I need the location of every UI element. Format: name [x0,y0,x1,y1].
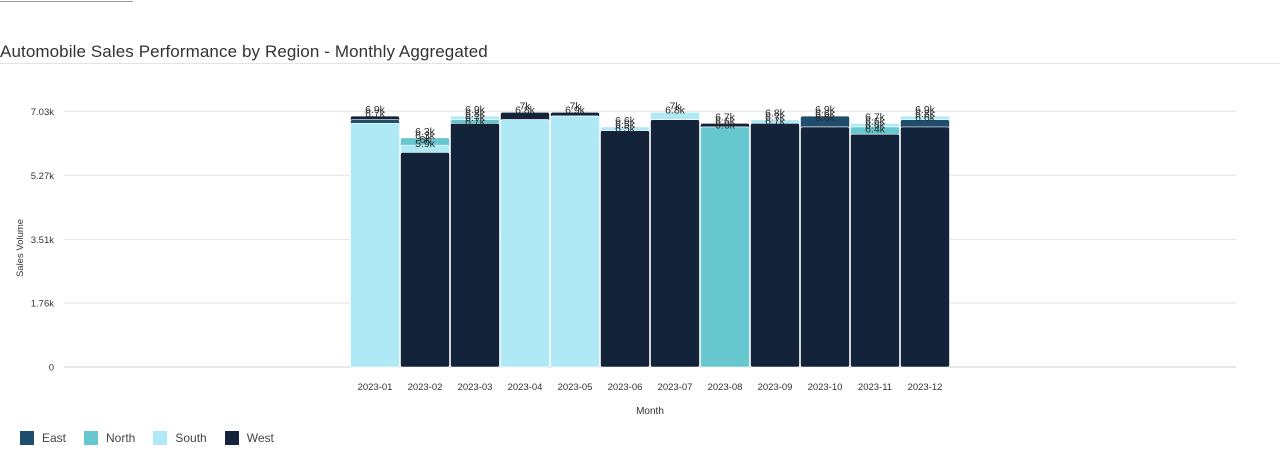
bar-data-label: 6k [419,134,431,146]
x-tick-label: 2023-05 [558,382,593,393]
legend-item-north[interactable]: North [84,431,135,445]
y-tick-label: 3.51k [31,235,54,246]
top-tab-indicator [0,0,133,2]
bar-data-label: 6.6k [615,115,636,127]
legend-swatch [20,431,34,445]
bar-west [450,122,500,368]
bar-data-label: 7k [669,100,681,112]
legend-item-south[interactable]: South [153,431,207,445]
x-tick-label: 2023-03 [458,382,493,393]
x-tick-label: 2023-08 [708,382,743,393]
bar-data-label: 6.6k [865,119,886,131]
bar-data-label: 7k [519,100,531,112]
bar-west [600,130,650,368]
x-tick-label: 2023-10 [808,382,843,393]
bar-data-label: 6.8k [915,108,936,120]
bar-data-label: 6.6k [715,119,736,131]
bar-west [650,119,700,368]
x-tick-label: 2023-09 [758,382,793,393]
x-axis-label: Month [636,406,664,417]
bar-data-label: 6.7k [365,108,386,120]
bar-data-label: 5.9k [415,138,436,150]
bar-data-label: 6.9k [915,104,936,116]
bar-data-label: 6.7k [765,116,786,128]
bar-south [550,115,600,368]
bar-north [700,126,750,368]
bar-west [900,126,950,368]
x-tick-label: 2023-01 [358,382,393,393]
y-tick-label: 0 [49,363,54,374]
bar-data-label: 6.6k [715,115,736,127]
y-tick-label: 5.27k [31,171,54,182]
x-tick-label: 2023-04 [508,382,543,393]
bar-data-label: 6.9k [365,104,386,116]
bar-data-label: 6.7k [865,111,886,123]
x-tick-label: 2023-02 [408,382,443,393]
bar-data-label: 6.3k [415,130,436,142]
bar-data-label: 6.5k [615,123,636,135]
bar-west [400,152,450,368]
bar-data-label: 6.9k [565,104,586,116]
x-tick-label: 2023-07 [658,382,693,393]
bar-data-label: 6.3k [415,126,436,138]
bar-data-label: 7k [569,100,581,112]
y-axis-label: Sales Volume [15,219,26,277]
bar-data-label: 6.6k [815,112,836,124]
bar-south [500,119,550,368]
bar-data-label: 6.6k [915,112,936,124]
bar-data-label: 6.5k [615,119,636,131]
legend-label: East [42,431,67,445]
bar-west [800,126,850,368]
y-tick-label: 7.03k [31,107,54,118]
chart-legend: East North South West [20,431,274,445]
bar-data-label: 6.8k [665,104,686,116]
y-tick-label: 1.76k [31,298,54,309]
bar-data-label: 6.6k [815,108,836,120]
bar-data-label: 6.8k [515,104,536,116]
legend-swatch [224,431,239,445]
legend-label: North [106,431,136,445]
legend-label: South [175,431,207,445]
x-tick-label: 2023-12 [908,382,943,393]
chart-title: Automobile Sales Performance by Region -… [0,42,488,61]
bar-data-label: 6.9k [815,104,836,116]
legend-item-west[interactable]: West [224,431,274,445]
bar-south [350,122,400,368]
legend-swatch [84,431,99,445]
title-divider [0,63,1280,64]
bar-data-label: 6.9k [465,104,486,116]
legend-label: West [246,431,274,445]
bar-data-label: 6.7k [765,112,786,124]
x-tick-label: 2023-06 [608,382,643,393]
bar-data-label: 6.8k [765,108,786,120]
bar-data-label: 6.6k [865,115,886,127]
bar-data-label: 6.4k [865,123,886,135]
bar-west [750,122,800,368]
legend-item-east[interactable]: East [20,431,66,445]
bar-data-label: 6.8k [465,108,486,120]
bar-west [850,133,900,368]
bar-data-label: 6.7k [465,116,486,128]
legend-swatch [153,431,168,445]
bar-data-label: 6.7k [465,112,486,124]
x-tick-label: 2023-11 [858,382,892,393]
bar-data-label: 6.7k [715,111,736,123]
